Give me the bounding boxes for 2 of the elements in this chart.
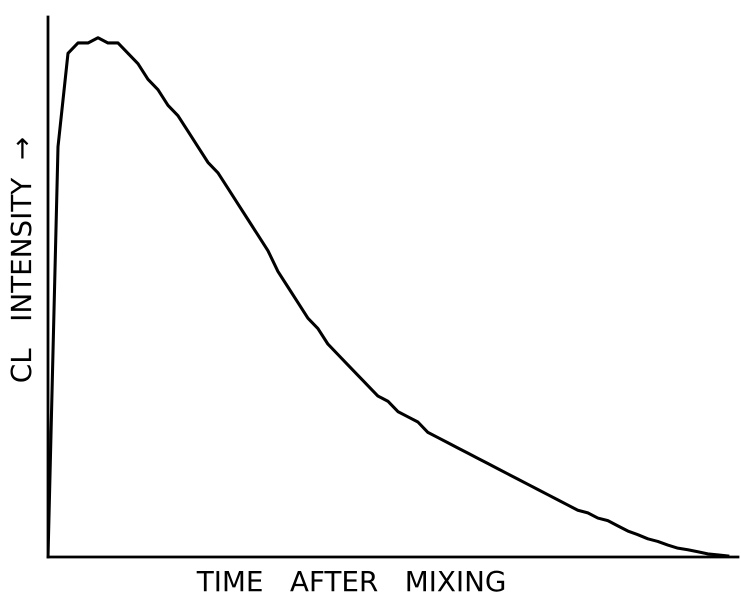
y-axis-title: CL INTENSITY → <box>10 138 32 382</box>
x-axis-title: TIME AFTER MIXING <box>196 570 504 592</box>
